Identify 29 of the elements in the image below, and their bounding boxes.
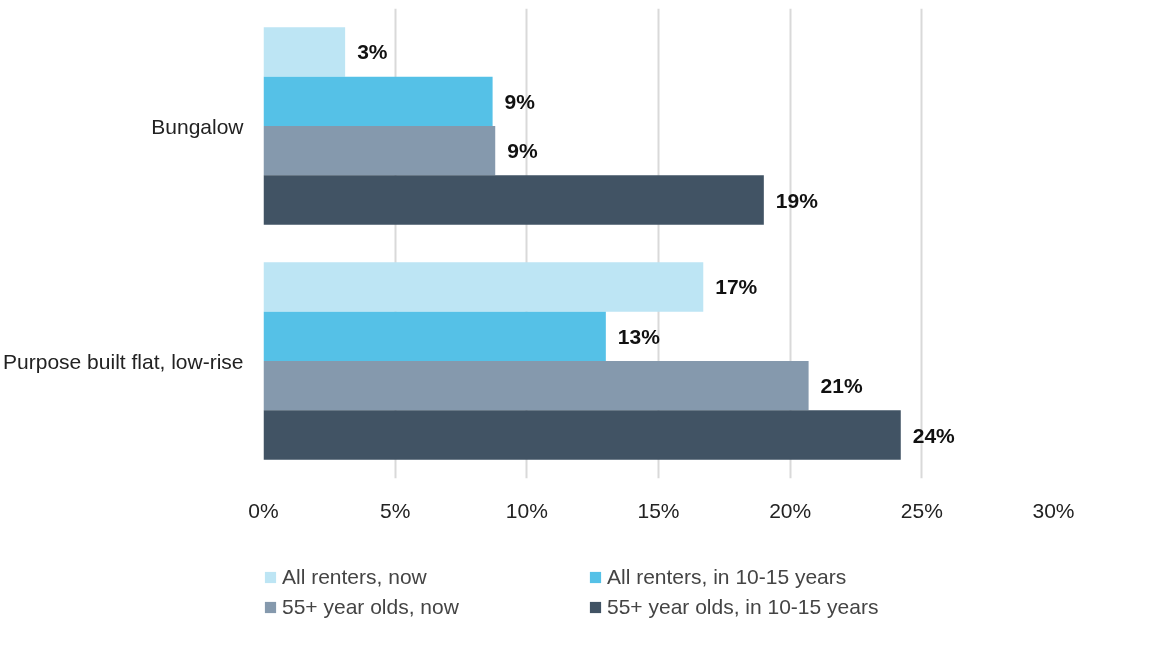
data-label: 24%	[912, 423, 956, 447]
bar	[263, 175, 764, 225]
legend-label: All renters, in 10-15 years	[607, 565, 848, 589]
legend-label: 55+ year olds, in 10-15 years	[607, 595, 880, 619]
x-tick-label: 0%	[248, 498, 279, 522]
bar	[263, 27, 346, 77]
legend-label: All renters, now	[282, 565, 428, 589]
data-label: 9%	[507, 139, 538, 163]
legend-label: 55+ year olds, now	[282, 595, 460, 619]
x-tick-label: 15%	[637, 498, 680, 522]
bar	[263, 126, 496, 176]
data-label: 9%	[504, 89, 536, 113]
x-tick-label: 5%	[379, 498, 411, 522]
y-tick-label: Bungalow	[151, 114, 245, 138]
data-label: 19%	[775, 188, 819, 212]
data-label: 3%	[357, 40, 388, 64]
bar	[263, 410, 901, 460]
x-tick-label: 20%	[769, 498, 812, 522]
bar	[263, 361, 809, 411]
bar	[263, 76, 493, 126]
bar	[263, 262, 704, 312]
data-label: 17%	[715, 275, 758, 299]
x-tick-label: 25%	[900, 498, 943, 522]
data-label: 21%	[820, 374, 863, 398]
y-tick-label: Purpose built flat, low-rise	[3, 349, 244, 373]
bar	[263, 311, 606, 361]
data-label: 13%	[617, 324, 661, 348]
x-tick-label: 30%	[1032, 498, 1075, 522]
x-tick-label: 10%	[505, 498, 548, 522]
